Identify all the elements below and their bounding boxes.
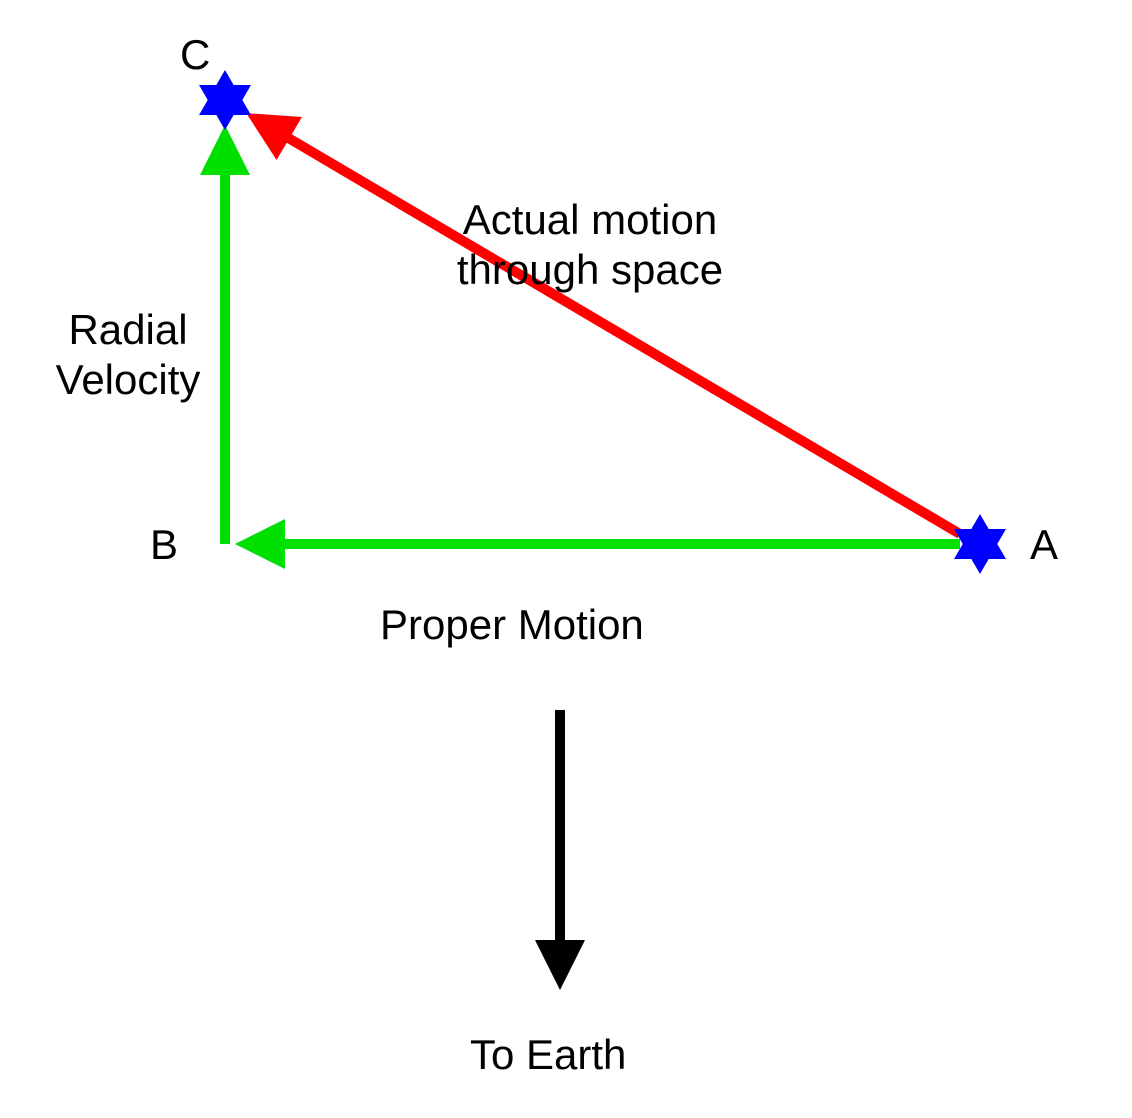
actual-motion-label: Actual motion through space (430, 195, 750, 296)
point-b-label: B (150, 520, 178, 570)
radial-velocity-label: Radial Velocity (48, 305, 208, 406)
proper-motion-label: Proper Motion (380, 600, 644, 650)
star-a-icon (954, 514, 1006, 574)
to-earth-label: To Earth (470, 1030, 626, 1080)
point-a-label: A (1030, 520, 1058, 570)
point-c-label: C (180, 30, 210, 80)
